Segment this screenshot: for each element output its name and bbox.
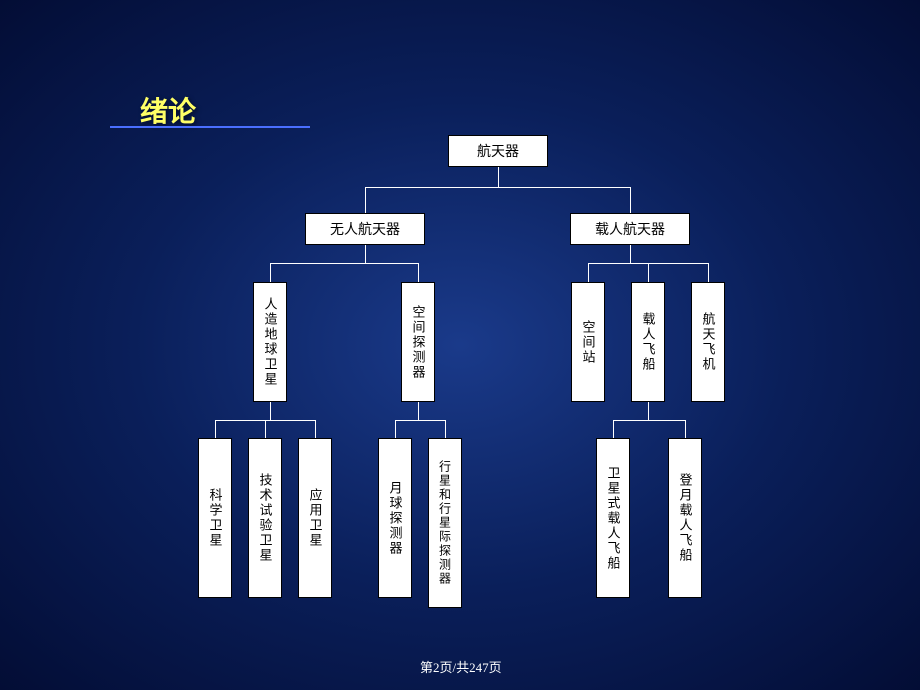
title-underline [110, 126, 310, 128]
tree-edge [708, 263, 709, 282]
tree-edge [270, 263, 271, 282]
tree-edge [445, 420, 446, 438]
tree-edge [315, 420, 316, 438]
tree-node-l3e: 行星和行星际探测器 [428, 438, 462, 608]
tree-node-l3g: 登月载人飞船 [668, 438, 702, 598]
tree-edge [685, 420, 686, 438]
tree-edge [395, 420, 396, 438]
page-footer: 第2页/共247页 [420, 657, 502, 676]
tree-edge [215, 420, 216, 438]
tree-edge [418, 402, 419, 420]
tree-edge [588, 263, 589, 282]
tree-edge [648, 402, 649, 420]
tree-edge [270, 263, 418, 264]
tree-edge [270, 402, 271, 420]
tree-node-l3b: 技术试验卫星 [248, 438, 282, 598]
tree-node-l2a: 人造地球卫星 [253, 282, 287, 402]
tree-node-l2e: 航天飞机 [691, 282, 725, 402]
tree-edge [630, 245, 631, 263]
tree-node-root: 航天器 [448, 135, 548, 167]
tree-node-l3c: 应用卫星 [298, 438, 332, 598]
tree-edge [365, 187, 630, 188]
tree-node-l3a: 科学卫星 [198, 438, 232, 598]
tree-node-l2d: 载人飞船 [631, 282, 665, 402]
tree-node-l2c: 空间站 [571, 282, 605, 402]
tree-node-l3f: 卫星式载人飞船 [596, 438, 630, 598]
tree-node-l1b: 载人航天器 [570, 213, 690, 245]
tree-edge [395, 420, 445, 421]
tree-edge [648, 263, 649, 282]
tree-node-l3d: 月球探测器 [378, 438, 412, 598]
tree-edge [365, 187, 366, 213]
tree-edge [365, 245, 366, 263]
tree-node-l2b: 空间探测器 [401, 282, 435, 402]
tree-edge [265, 420, 266, 438]
tree-edge [418, 263, 419, 282]
tree-edge [498, 167, 499, 187]
tree-edge [630, 187, 631, 213]
tree-edge [613, 420, 685, 421]
slide-title: 绪论 [140, 90, 196, 130]
tree-edge [613, 420, 614, 438]
tree-node-l1a: 无人航天器 [305, 213, 425, 245]
